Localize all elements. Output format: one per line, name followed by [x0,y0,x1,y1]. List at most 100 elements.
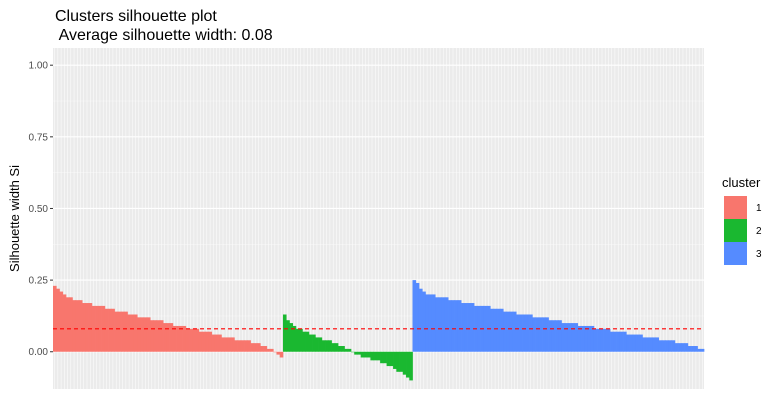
silhouette-bars [53,280,705,381]
bar-cluster-3 [697,348,702,352]
bar-cluster-3 [587,325,591,352]
bar-cluster-3 [613,331,617,352]
bar-cluster-1 [276,351,281,355]
legend-key-3 [724,242,747,265]
bar-cluster-2 [328,340,332,352]
bar-cluster-1 [218,334,222,352]
bar-cluster-2 [341,346,345,352]
bar-cluster-2 [357,351,362,355]
bar-cluster-3 [567,323,572,352]
bar-cluster-3 [558,320,562,352]
bar-cluster-1 [260,346,264,352]
bar-cluster-2 [370,351,374,361]
bar-cluster-1 [172,325,177,352]
y-tick-label: 1.00 [29,61,49,72]
bar-cluster-1 [166,323,170,352]
bar-cluster-2 [312,334,316,352]
bar-cluster-3 [418,288,423,352]
bar-cluster-1 [198,331,203,352]
bar-cluster-1 [146,317,151,352]
bar-cluster-2 [350,351,355,353]
bar-cluster-1 [192,328,196,352]
bar-cluster-1 [127,314,132,352]
bar-cluster-3 [665,340,669,352]
bar-cluster-3 [431,294,436,352]
bar-cluster-3 [425,294,430,352]
bar-cluster-3 [564,323,569,352]
bar-cluster-3 [522,314,527,352]
bar-cluster-1 [124,311,128,352]
bar-cluster-3 [629,334,634,352]
legend-label-3: 3 [756,249,762,260]
bar-cluster-3 [529,314,533,352]
bar-cluster-1 [250,343,255,352]
bar-cluster-3 [574,323,579,352]
bar-cluster-1 [85,303,89,352]
bar-cluster-3 [674,343,679,352]
bar-cluster-3 [519,314,523,352]
bar-cluster-3 [642,337,647,352]
bar-cluster-3 [464,303,468,352]
bar-cluster-3 [435,297,439,352]
bar-cluster-3 [535,317,540,352]
bar-cluster-3 [538,317,543,352]
legend: cluster 1 2 3 [722,175,762,265]
bar-cluster-1 [121,311,125,352]
bar-cluster-1 [62,294,67,352]
bar-cluster-3 [655,337,660,352]
bar-cluster-3 [483,305,488,352]
bar-cluster-3 [428,294,433,352]
bar-cluster-3 [503,311,507,352]
bar-cluster-1 [253,343,258,352]
bar-cluster-3 [661,340,666,352]
bar-cluster-2 [373,351,378,361]
bar-cluster-3 [678,343,682,352]
bar-cluster-3 [441,297,446,352]
bar-cluster-2 [354,351,358,355]
bar-cluster-2 [325,340,329,352]
bar-cluster-3 [694,346,698,352]
bar-cluster-3 [639,334,643,352]
bar-cluster-3 [451,300,455,352]
bar-cluster-2 [363,351,368,358]
bar-cluster-3 [619,331,624,352]
y-tick-label: 0.50 [29,204,49,215]
bar-cluster-2 [386,351,391,367]
bar-cluster-3 [632,334,637,352]
bar-cluster-2 [409,351,413,381]
bar-cluster-3 [590,325,595,352]
bar-cluster-2 [396,351,400,372]
bar-cluster-1 [69,297,73,352]
legend-label-2: 2 [756,226,762,237]
bar-cluster-3 [509,311,514,352]
bar-cluster-1 [150,320,154,352]
bar-cluster-1 [163,323,167,352]
bar-cluster-2 [383,351,387,364]
bar-cluster-3 [700,348,705,352]
bar-cluster-1 [221,337,226,352]
bar-cluster-1 [75,300,80,352]
bar-cluster-1 [182,325,187,352]
bar-cluster-1 [244,340,248,352]
bar-cluster-1 [185,328,190,352]
bar-cluster-1 [117,311,122,352]
bar-cluster-2 [344,348,349,352]
bar-cluster-1 [227,337,232,352]
bar-cluster-1 [82,303,86,352]
bar-cluster-3 [577,325,582,352]
bar-cluster-3 [477,305,481,352]
bar-cluster-1 [279,351,284,358]
bar-cluster-2 [318,337,323,352]
bar-cluster-1 [270,348,274,352]
bar-cluster-1 [72,300,77,352]
bar-cluster-2 [286,320,290,352]
bar-cluster-1 [108,308,112,352]
y-axis-title: Silhouette width Si [7,165,22,272]
bar-cluster-2 [308,334,313,352]
bar-cluster-1 [140,317,145,352]
bar-cluster-2 [334,343,339,352]
bar-cluster-1 [78,300,83,352]
bar-cluster-3 [444,297,449,352]
bar-cluster-1 [189,328,193,352]
bar-cluster-1 [208,331,213,352]
